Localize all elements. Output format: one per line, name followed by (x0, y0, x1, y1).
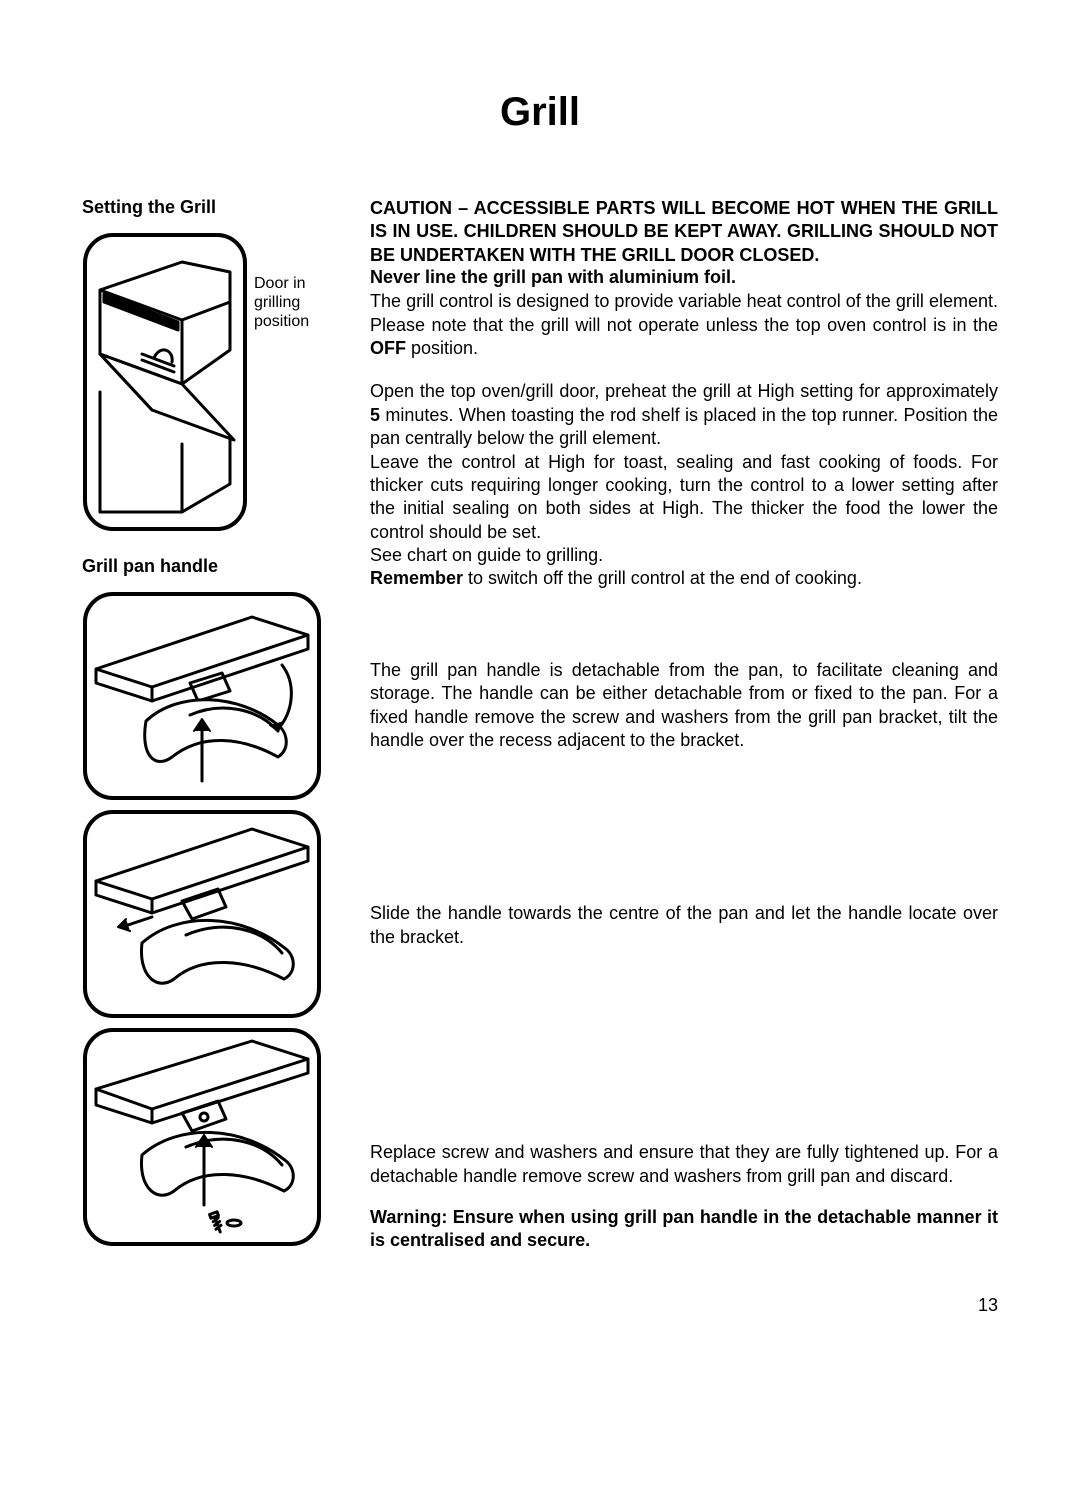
figure-oven-door: Door in grilling position (82, 232, 342, 532)
p5-remember: Remember (370, 568, 463, 588)
paragraph-slide-handle: Slide the handle towards the centre of t… (370, 902, 998, 949)
p1a: The grill control is designed to provide… (370, 291, 998, 334)
figure-handle-screw (82, 1027, 342, 1247)
content-row: Setting the Grill (82, 197, 998, 1255)
fig1-label-l2: grilling (254, 294, 300, 311)
grill-pan-handle-heading: Grill pan handle (82, 556, 342, 577)
paragraph-see-chart: See chart on guide to grilling. (370, 544, 998, 567)
setting-grill-heading: Setting the Grill (82, 197, 342, 218)
fig1-label-l3: position (254, 313, 309, 330)
caution-block: CAUTION – ACCESSIBLE PARTS WILL BECOME H… (370, 197, 998, 360)
p1b: position. (406, 338, 478, 358)
p2b: minutes. When toasting the rod shelf is … (370, 405, 998, 448)
fig1-label-l1: Door in (254, 275, 306, 292)
paragraph-high-setting: Leave the control at High for toast, sea… (370, 451, 998, 545)
left-column: Setting the Grill (82, 197, 342, 1255)
right-column: CAUTION – ACCESSIBLE PARTS WILL BECOME H… (370, 197, 998, 1255)
never-line-text: Never line the grill pan with aluminium … (370, 267, 998, 288)
figure-handle-slide (82, 809, 342, 1019)
paragraph-handle-detachable: The grill pan handle is detachable from … (370, 659, 998, 753)
p2-five: 5 (370, 405, 380, 425)
paragraph-grill-control: The grill control is designed to provide… (370, 290, 998, 360)
paragraph-replace-screw: Replace screw and washers and ensure tha… (370, 1141, 998, 1188)
p5-rest: to switch off the grill control at the e… (463, 568, 862, 588)
p1-off: OFF (370, 338, 406, 358)
paragraph-preheat: Open the top oven/grill door, preheat th… (370, 380, 998, 450)
page-title: Grill (82, 90, 998, 135)
paragraph-remember: Remember to switch off the grill control… (370, 567, 998, 590)
page-number: 13 (82, 1295, 998, 1316)
warning-text: Warning: Ensure when using grill pan han… (370, 1206, 998, 1253)
caution-text: CAUTION – ACCESSIBLE PARTS WILL BECOME H… (370, 197, 998, 267)
p2a: Open the top oven/grill door, preheat th… (370, 381, 998, 401)
figure-handle-tilt (82, 591, 342, 801)
figure-oven-label: Door in grilling position (254, 274, 309, 332)
